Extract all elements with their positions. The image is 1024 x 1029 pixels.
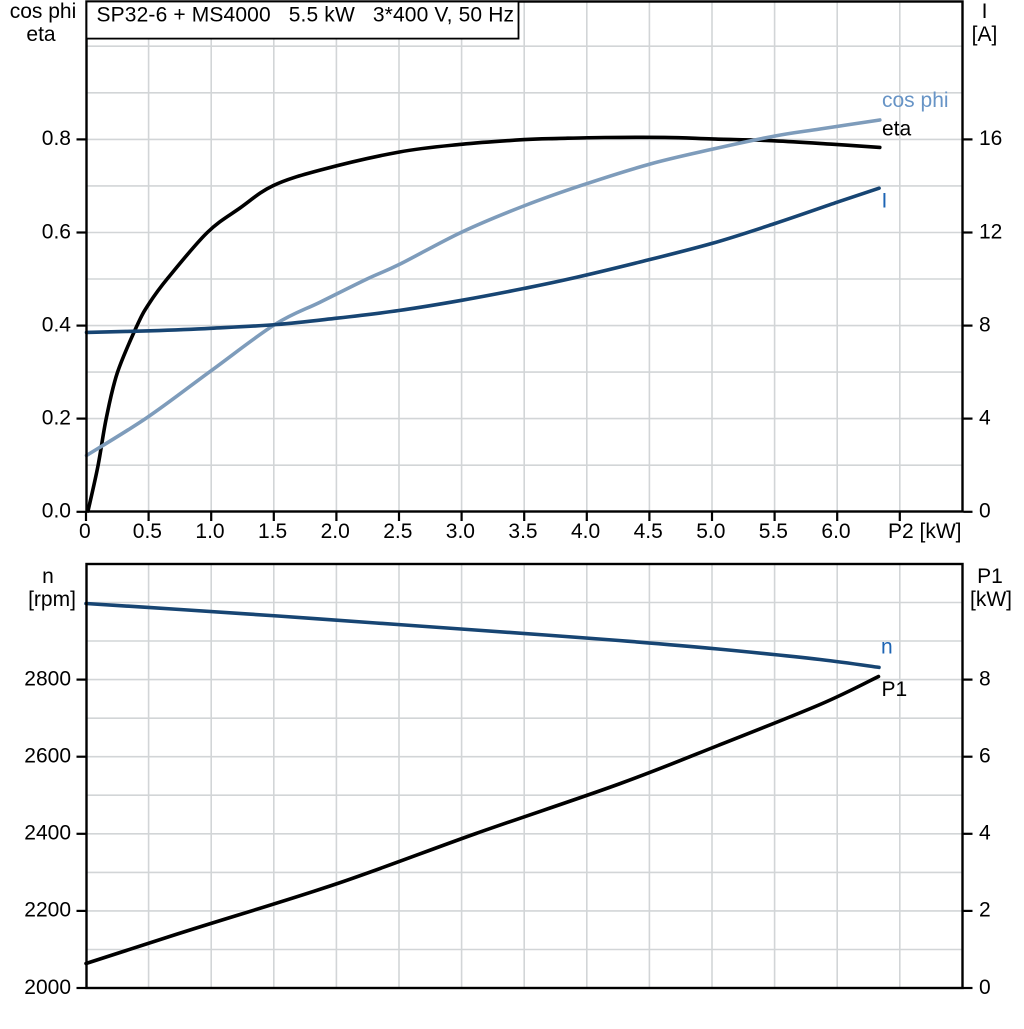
svg-text:SP32-6 + MS4000 5.5 kW 3*4: SP32-6 + MS4000 5.5 kW 3*400 V, 50 Hz — [97, 4, 515, 27]
svg-text:[kW]: [kW] — [970, 588, 1012, 611]
svg-text:5.0: 5.0 — [696, 520, 725, 543]
svg-text:2800: 2800 — [24, 667, 71, 690]
svg-text:2200: 2200 — [24, 899, 71, 922]
svg-text:eta: eta — [882, 118, 912, 141]
svg-text:0.5: 0.5 — [133, 520, 162, 543]
svg-text:0.6: 0.6 — [42, 220, 71, 243]
svg-text:P1: P1 — [977, 565, 1003, 588]
svg-text:8: 8 — [979, 313, 991, 336]
svg-text:cos phi: cos phi — [10, 0, 77, 23]
svg-text:2600: 2600 — [24, 745, 71, 768]
svg-text:0.8: 0.8 — [42, 127, 71, 150]
svg-text:n: n — [881, 636, 893, 659]
svg-text:0: 0 — [979, 976, 991, 999]
svg-text:4: 4 — [979, 822, 991, 845]
svg-text:2.0: 2.0 — [321, 520, 350, 543]
svg-text:4.5: 4.5 — [634, 520, 663, 543]
svg-text:0.0: 0.0 — [42, 500, 71, 523]
svg-text:2.5: 2.5 — [383, 520, 412, 543]
svg-text:2400: 2400 — [24, 822, 71, 845]
svg-text:4.0: 4.0 — [571, 520, 600, 543]
svg-text:I: I — [882, 190, 888, 213]
svg-text:P2 [kW]: P2 [kW] — [888, 520, 962, 543]
svg-text:8: 8 — [979, 667, 991, 690]
svg-text:6.0: 6.0 — [821, 520, 850, 543]
svg-text:4: 4 — [979, 406, 991, 429]
svg-text:2: 2 — [979, 899, 991, 922]
svg-text:0: 0 — [979, 500, 991, 523]
svg-text:5.5: 5.5 — [759, 520, 788, 543]
svg-text:0.2: 0.2 — [42, 406, 71, 429]
svg-text:I: I — [982, 0, 988, 23]
svg-text:1.0: 1.0 — [195, 520, 224, 543]
svg-text:0: 0 — [79, 520, 91, 543]
svg-text:[A]: [A] — [972, 23, 998, 46]
svg-text:3.0: 3.0 — [446, 520, 475, 543]
svg-text:12: 12 — [979, 220, 1002, 243]
svg-text:6: 6 — [979, 745, 991, 768]
svg-text:3.5: 3.5 — [508, 520, 537, 543]
svg-text:2000: 2000 — [24, 976, 71, 999]
svg-text:P1: P1 — [882, 678, 908, 701]
svg-text:1.5: 1.5 — [258, 520, 287, 543]
svg-text:[rpm]: [rpm] — [28, 588, 76, 611]
svg-text:eta: eta — [26, 23, 56, 46]
svg-text:cos phi: cos phi — [882, 89, 949, 112]
svg-text:n: n — [42, 565, 54, 588]
svg-text:16: 16 — [979, 127, 1002, 150]
svg-text:0.4: 0.4 — [42, 313, 72, 336]
